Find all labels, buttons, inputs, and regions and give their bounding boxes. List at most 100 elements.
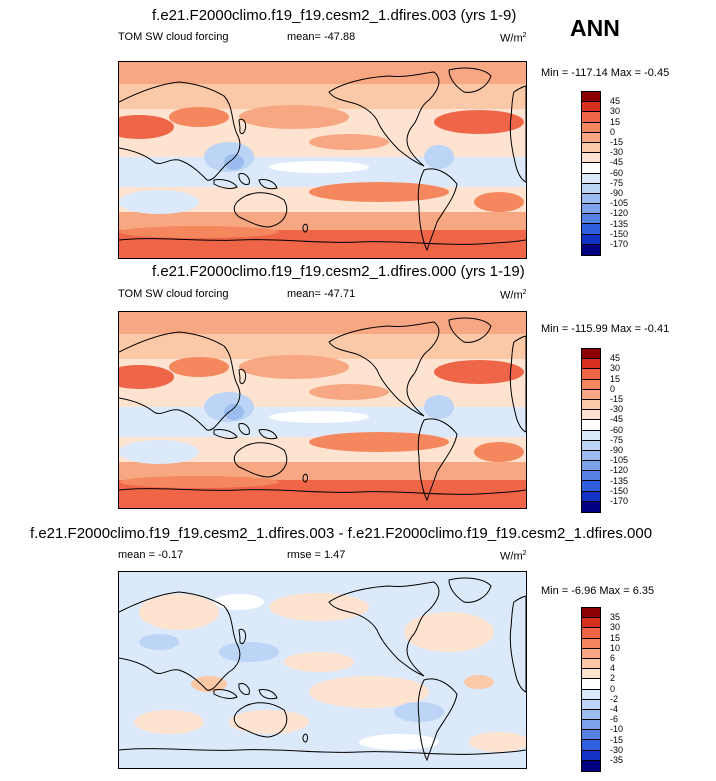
coastline [302, 473, 308, 483]
colorbar-level-label: 6 [610, 653, 616, 663]
colorbar-swatch [582, 379, 600, 390]
colorbar-level-label: 2 [610, 673, 616, 684]
colorbar-level-label: -60 [610, 424, 624, 435]
panel-1-units: W/m2 [500, 32, 527, 45]
colorbar-level-label: -10 [610, 724, 624, 735]
colorbar-swatch [582, 153, 600, 164]
colorbar-swatch [582, 122, 600, 133]
colorbar-swatch [582, 618, 600, 629]
colorbar-level-label: -105 [610, 455, 629, 466]
colorbar-swatch [582, 173, 600, 184]
colorbar-swatch [582, 709, 600, 721]
colorbar-level-label: 35 [610, 612, 621, 623]
panel-2-units: W/m2 [500, 289, 527, 302]
colorbar-level-label: 15 [610, 632, 621, 643]
colorbar-swatch [582, 163, 600, 174]
colorbar-swatch [582, 628, 600, 639]
colorbar-swatch [582, 648, 600, 659]
colorbar-level-label: -30 [610, 744, 624, 755]
colorbar-level-label: 45 [610, 96, 621, 107]
colorbar-level-label: -30 [610, 404, 624, 415]
coastline [258, 429, 278, 440]
coastline [448, 577, 492, 603]
colorbar-swatch [582, 102, 600, 113]
colorbar-level-label: -75 [610, 177, 624, 188]
panel-1-minmax: Min = -117.14 Max = -0.45 [541, 67, 670, 79]
colorbar-swatch [582, 193, 600, 205]
coastline [213, 689, 238, 699]
colorbar-swatch [582, 132, 600, 143]
colorbar-level-label: 15 [610, 373, 621, 384]
colorbar-swatch [582, 501, 600, 512]
coastline [119, 591, 241, 691]
colorbar-swatch [582, 720, 600, 731]
colorbar-level-label: -90 [610, 188, 624, 198]
coastline [328, 71, 440, 167]
coastline [302, 733, 308, 743]
colorbar-level-label: 0 [610, 383, 616, 394]
map-canvas [119, 62, 526, 258]
colorbar-swatch [582, 349, 600, 360]
panel-2-variable-label: TOM SW cloud forcing [118, 288, 229, 300]
coastline [448, 67, 492, 93]
panel-2-mean-label: mean= -47.71 [287, 288, 356, 300]
colorbar-level-label: -150 [610, 228, 629, 239]
colorbar-swatch [582, 699, 600, 710]
colorbar-swatch [582, 608, 600, 619]
map-canvas [119, 312, 526, 508]
coastline [328, 581, 440, 677]
coastline [238, 173, 250, 185]
coastline [119, 748, 526, 755]
colorbar-swatch [582, 214, 600, 225]
coastline [119, 331, 241, 431]
colorbar-swatch [582, 410, 600, 421]
colorbar-swatch [582, 750, 600, 761]
colorbar-swatch [582, 760, 600, 771]
map-canvas [119, 572, 526, 768]
colorbar-level-label: 30 [610, 622, 621, 633]
coastline [119, 81, 241, 181]
colorbar-swatch [582, 224, 600, 235]
coastline [233, 442, 288, 478]
colorbar-level-label: 45 [610, 353, 621, 364]
colorbar-level-label: -120 [610, 465, 629, 476]
colorbar-level-label: 30 [610, 363, 621, 374]
colorbar-level-label: -15 [610, 734, 624, 745]
colorbar-level-label: -150 [610, 485, 629, 496]
panel-3-title: f.e21.F2000climo.f19_f19.cesm2_1.dfires.… [30, 525, 653, 542]
season-label: ANN [570, 15, 620, 41]
colorbar-swatch [582, 740, 600, 751]
panel-2-title: f.e21.F2000climo.f19_f19.cesm2_1.dfires.… [152, 263, 525, 280]
colorbar-swatch [582, 244, 600, 255]
coastline [509, 335, 526, 433]
colorbar-swatch [582, 491, 600, 502]
colorbar-swatch [582, 234, 600, 245]
colorbar-level-label: -135 [610, 475, 629, 486]
colorbar-level-label: 0 [610, 126, 616, 137]
coastline [233, 702, 288, 738]
colorbar-swatch [582, 399, 600, 411]
colorbar-swatch [582, 658, 600, 670]
colorbar-swatch [582, 430, 600, 441]
colorbar-swatch [582, 669, 600, 680]
colorbar-level-label: 15 [610, 116, 621, 127]
colorbar-level-label: -135 [610, 218, 629, 229]
coastline [213, 429, 238, 439]
colorbar-swatch [582, 420, 600, 431]
colorbar-level-label: -2 [610, 693, 619, 704]
colorbar-level-label: -75 [610, 434, 624, 445]
colorbar-level-label: -105 [610, 198, 629, 209]
coastline [238, 683, 250, 695]
panel-3-minmax: Min = -6.96 Max = 6.35 [541, 585, 655, 597]
coastline [258, 689, 278, 700]
coastline [302, 223, 308, 233]
panel-3-rmse-label: rmse = 1.47 [287, 549, 346, 561]
colorbar-swatch [582, 369, 600, 380]
coastline [238, 368, 247, 385]
colorbar-swatch [582, 450, 600, 462]
colorbar-swatch [582, 471, 600, 482]
panel-3-map [118, 571, 527, 769]
colorbar-level-label: -120 [610, 208, 629, 219]
colorbar-level-label: -170 [610, 239, 629, 249]
colorbar-swatch [582, 461, 600, 472]
